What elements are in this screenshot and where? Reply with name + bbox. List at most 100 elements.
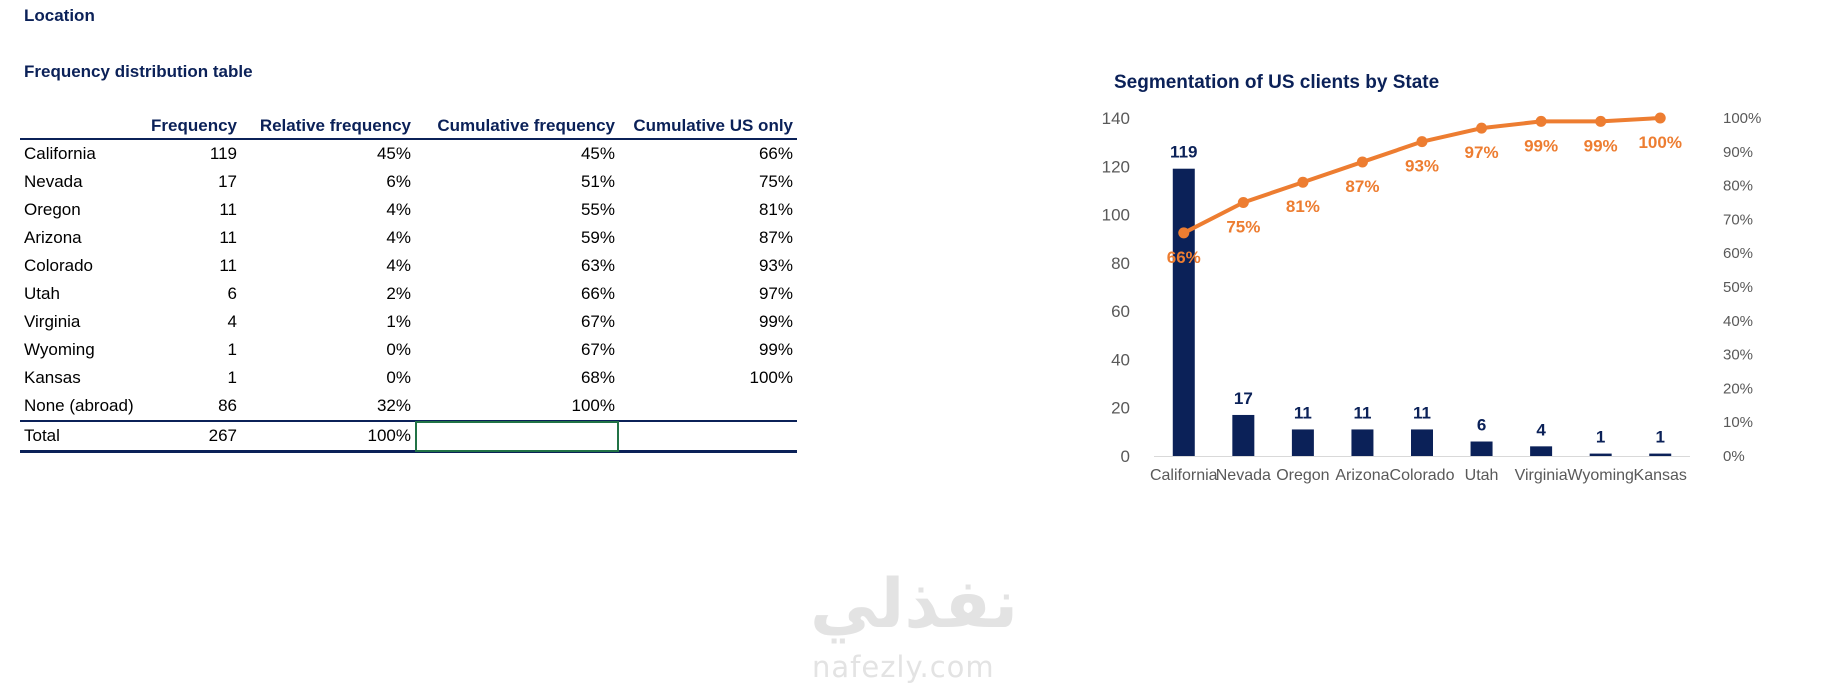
line-data-label: 99% (1524, 136, 1558, 155)
relative-frequency-cell[interactable]: 32% (376, 396, 411, 415)
watermark-logo-latin: nafezly.com (812, 650, 995, 684)
row-label[interactable]: Utah (24, 284, 60, 303)
cumulative-us-cell[interactable]: 99% (758, 340, 793, 359)
frequency-cell[interactable]: 11 (219, 200, 237, 219)
total-relative-frequency-cell[interactable]: 100% (241, 420, 415, 453)
cumulative-us-cell[interactable]: 87% (758, 228, 793, 247)
line-data-label: 100% (1638, 133, 1681, 152)
table-row: Virginia 4 1% 67% 99% (20, 308, 797, 336)
bar-data-label: 11 (1294, 403, 1312, 422)
y-right-tick-label: 40% (1723, 313, 1753, 330)
frequency-cell[interactable]: 4 (227, 312, 237, 331)
bar (1530, 446, 1553, 456)
cumulative-frequency-cell[interactable]: 51% (580, 172, 615, 191)
row-label[interactable]: None (abroad) (24, 396, 134, 415)
y-right-tick-label: 0% (1723, 448, 1745, 465)
relative-frequency-cell[interactable]: 0% (386, 368, 411, 387)
relative-frequency-cell[interactable]: 45% (376, 144, 411, 163)
selected-cell[interactable] (415, 420, 619, 453)
cumulative-frequency-cell[interactable]: 100% (571, 396, 615, 415)
line-data-label: 99% (1584, 136, 1618, 155)
table-row: Colorado 11 4% 63% 93% (20, 252, 797, 280)
frequency-cell[interactable]: 17 (218, 172, 237, 191)
line-data-label: 81% (1286, 197, 1320, 216)
header-relative-frequency: Relative frequency (241, 114, 415, 140)
row-label[interactable]: Virginia (24, 312, 81, 331)
cumulative-frequency-cell[interactable]: 45% (580, 144, 615, 163)
y-right-tick-label: 20% (1723, 380, 1753, 397)
cumulative-us-cell[interactable]: 66% (758, 144, 793, 163)
relative-frequency-cell[interactable]: 4% (386, 256, 411, 275)
frequency-cell[interactable]: 86 (218, 396, 237, 415)
cumulative-us-cell[interactable]: 93% (758, 256, 793, 275)
line-data-label: 66% (1167, 248, 1201, 267)
frequency-cell[interactable]: 1 (227, 340, 237, 359)
line-point (1297, 176, 1309, 188)
cumulative-frequency-cell[interactable]: 63% (580, 256, 615, 275)
cumulative-us-cell[interactable]: 81% (758, 200, 793, 219)
relative-frequency-cell[interactable]: 6% (386, 172, 411, 191)
x-tick-label: Kansas (1634, 467, 1687, 484)
bar-data-label: 11 (1413, 403, 1431, 422)
bar-data-label: 119 (1170, 143, 1197, 162)
sheet-title: Location (24, 6, 95, 25)
x-tick-label: Colorado (1390, 467, 1455, 484)
y-right-tick-label: 60% (1723, 245, 1753, 262)
y-left-tick-label: 0 (1121, 447, 1130, 466)
line-point (1654, 112, 1666, 124)
cumulative-us-cell[interactable]: 100% (749, 368, 793, 387)
header-cell (20, 114, 145, 140)
row-label[interactable]: California (24, 144, 96, 163)
line-point (1356, 156, 1368, 168)
bar-data-label: 1 (1655, 428, 1664, 447)
line-point (1237, 197, 1249, 208)
cumulative-frequency-cell[interactable]: 55% (580, 200, 615, 219)
bar-data-label: 17 (1234, 389, 1253, 408)
row-label[interactable]: Arizona (24, 228, 82, 247)
cumulative-frequency-cell[interactable]: 66% (580, 284, 615, 303)
total-cumulative-us-cell[interactable] (619, 420, 797, 453)
y-right-tick-label: 10% (1723, 414, 1753, 431)
cumulative-frequency-cell[interactable]: 59% (580, 228, 615, 247)
line-point (1476, 122, 1488, 134)
relative-frequency-cell[interactable]: 4% (386, 228, 411, 247)
relative-frequency-cell[interactable]: 0% (386, 340, 411, 359)
frequency-cell[interactable]: 6 (227, 284, 237, 303)
total-frequency-cell[interactable]: 267 (145, 420, 241, 453)
cumulative-us-cell[interactable]: 97% (758, 284, 793, 303)
row-label[interactable]: Colorado (24, 256, 93, 275)
cumulative-us-cell[interactable]: 75% (758, 172, 793, 191)
table-row: Nevada 17 6% 51% 75% (20, 168, 797, 196)
frequency-cell[interactable]: 1 (227, 368, 237, 387)
header-frequency: Frequency (145, 114, 241, 140)
row-label[interactable]: Kansas (24, 368, 81, 387)
relative-frequency-cell[interactable]: 4% (386, 200, 411, 219)
cumulative-us-cell[interactable]: 99% (758, 312, 793, 331)
table-total-row: Total 267 100% (20, 420, 797, 453)
y-right-tick-label: 80% (1723, 178, 1753, 195)
table-row: Utah 6 2% 66% 97% (20, 280, 797, 308)
frequency-cell[interactable]: 11 (219, 256, 237, 275)
total-row-label[interactable]: Total (20, 420, 145, 453)
line-point (1416, 136, 1428, 148)
y-right-tick-label: 100% (1723, 110, 1761, 127)
y-left-tick-label: 120 (1102, 157, 1130, 176)
table-row: Arizona 11 4% 59% 87% (20, 224, 797, 252)
row-label[interactable]: Wyoming (24, 340, 95, 359)
table-row: None (abroad) 86 32% 100% (20, 392, 797, 421)
table-row: California 119 45% 45% 66% (20, 139, 797, 168)
cumulative-frequency-cell[interactable]: 67% (580, 312, 615, 331)
row-label[interactable]: Nevada (24, 172, 83, 191)
relative-frequency-cell[interactable]: 2% (386, 284, 411, 303)
frequency-cell[interactable]: 11 (219, 228, 237, 247)
watermark-logo-arabic: نفذلي (810, 565, 1019, 644)
cumulative-us-cell[interactable] (619, 392, 797, 421)
relative-frequency-cell[interactable]: 1% (386, 312, 411, 331)
table-header-row: Frequency Relative frequency Cumulative … (20, 114, 797, 140)
frequency-cell[interactable]: 119 (209, 144, 237, 163)
row-label[interactable]: Oregon (24, 200, 81, 219)
cumulative-frequency-cell[interactable]: 67% (580, 340, 615, 359)
line-point (1535, 115, 1547, 127)
cumulative-frequency-cell[interactable]: 68% (580, 368, 615, 387)
y-left-tick-label: 140 (1102, 109, 1130, 128)
